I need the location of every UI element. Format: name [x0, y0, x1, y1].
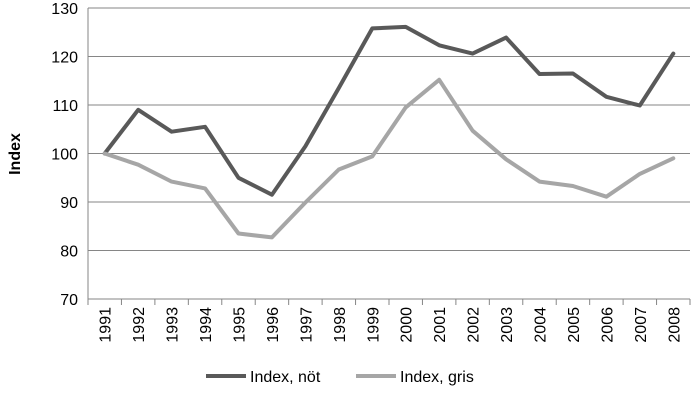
x-tick-label: 2007	[633, 307, 650, 343]
y-tick-label: 100	[51, 147, 78, 164]
x-tick-label: 1997	[298, 307, 315, 343]
x-tick-label: 1992	[131, 307, 148, 343]
y-tick-label: 90	[60, 195, 78, 212]
axes	[87, 8, 691, 305]
y-tick-label: 80	[60, 244, 78, 261]
x-tick-label: 1995	[232, 307, 249, 343]
legend-label-2: Index, gris	[400, 369, 474, 386]
y-tick-label: 70	[60, 292, 78, 309]
series-layer	[102, 24, 676, 240]
tick-labels: 70 80 90 100 110 120 130 1991 1992 1993 1994 1995 19…	[51, 1, 683, 343]
x-tick-label: 1993	[165, 307, 182, 343]
x-tick-label: 2008	[666, 307, 683, 343]
x-tick-label: 2000	[399, 307, 416, 343]
y-tick-label: 130	[51, 1, 78, 18]
y-tick-label: 120	[51, 50, 78, 67]
y-tick-label: 110	[52, 98, 78, 115]
x-tick-label: 1998	[332, 307, 349, 343]
x-tick-label: 2006	[599, 307, 616, 343]
x-tick-label: 1996	[265, 307, 282, 343]
x-tick-label: 2004	[533, 307, 550, 343]
x-tick-label: 2002	[466, 307, 483, 343]
x-tick-label: 2003	[499, 307, 516, 343]
gridlines	[88, 7, 690, 300]
x-tick-label: 2001	[432, 307, 449, 343]
series-line-2	[102, 77, 676, 240]
x-tick-label: 1991	[98, 307, 115, 343]
x-tick-label: 1994	[198, 307, 215, 343]
x-tick-label: 2005	[566, 307, 583, 343]
y-axis-title: Index	[7, 133, 24, 175]
legend-label-1: Index, nöt	[250, 369, 321, 386]
legend: Index, nöt Index, gris	[206, 369, 474, 386]
x-tick-label: 1999	[365, 307, 382, 343]
series-line-1	[102, 24, 676, 197]
